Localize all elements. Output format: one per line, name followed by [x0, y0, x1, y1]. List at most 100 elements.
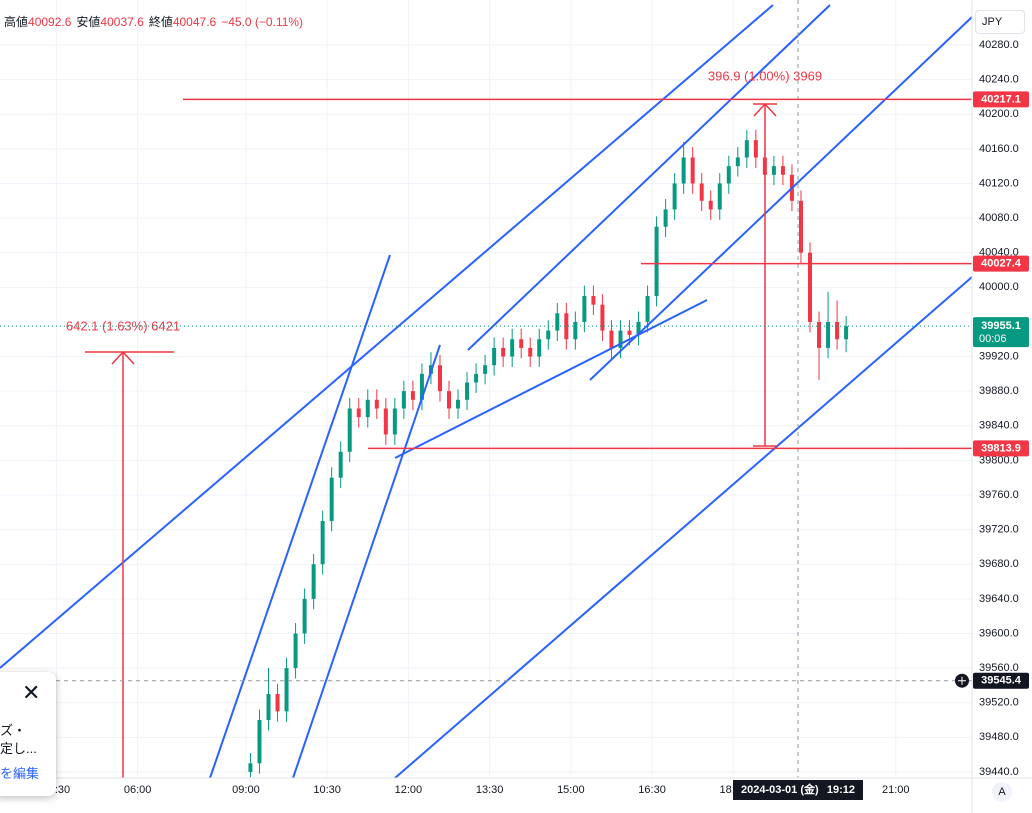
y-tick-label: 39440.0 — [979, 766, 1019, 778]
x-tick-label: 15:00 — [557, 784, 585, 796]
candle-body — [699, 183, 704, 201]
trend-line[interactable] — [0, 4, 774, 669]
candle-body — [708, 200, 713, 210]
candle-body — [844, 326, 849, 340]
candle-body — [284, 668, 289, 712]
x-tick-label: 10:30 — [313, 784, 341, 796]
trend-line[interactable] — [394, 276, 973, 779]
y-tick-label: 40080.0 — [979, 212, 1019, 224]
y-tick-label: 39560.0 — [979, 662, 1019, 674]
candle-body — [347, 408, 352, 452]
candle-body — [573, 321, 578, 340]
popup-link[interactable]: を編集 — [0, 766, 40, 781]
candle-body — [338, 451, 343, 478]
last-price-tag — [973, 317, 1029, 348]
candle-body — [275, 694, 280, 712]
x-tick-label: 21:00 — [882, 784, 910, 796]
y-tick-label: 39680.0 — [979, 558, 1019, 570]
trend-line[interactable] — [209, 254, 391, 779]
candle-body — [546, 330, 551, 340]
measure-arrow — [111, 350, 135, 365]
candle-body — [817, 321, 822, 348]
legend-value: 40047.6 — [172, 15, 217, 29]
candle-body — [329, 477, 334, 521]
candle-body — [437, 365, 442, 392]
x-tick-label: 12:00 — [395, 784, 423, 796]
trend-line[interactable] — [292, 344, 441, 779]
candle-body — [672, 183, 677, 210]
close-button[interactable]: ✕ — [22, 680, 41, 705]
candle-body — [248, 763, 253, 772]
popup-text: ズ・ — [0, 723, 27, 738]
price-tag-label: 40027.4 — [981, 258, 1022, 270]
candle-body — [266, 694, 271, 721]
candle-body — [401, 391, 406, 409]
candle-body — [383, 408, 388, 435]
crosshair-time: 19:12 — [827, 784, 855, 796]
trend-line[interactable] — [467, 4, 831, 351]
candle-body — [835, 321, 840, 340]
candle-body — [456, 399, 461, 409]
candle-body — [311, 564, 316, 599]
price-tag — [973, 91, 1029, 108]
y-tick-label: 40120.0 — [979, 177, 1019, 189]
candle-body — [446, 391, 451, 409]
trend-line[interactable] — [589, 16, 973, 381]
crosshair-date: 2024-03-01 (金) — [741, 782, 819, 796]
candle-body — [501, 347, 506, 357]
candle-body — [410, 391, 415, 400]
legend-value: 40092.6 — [28, 15, 72, 29]
candle-body — [609, 330, 614, 348]
y-tick-label: 39920.0 — [979, 350, 1019, 362]
candle-body — [654, 226, 659, 296]
measure-arrow — [753, 102, 777, 117]
candle-body — [735, 157, 740, 167]
add-alert-icon — [958, 676, 966, 685]
candle-body — [528, 347, 533, 357]
candle-body — [293, 633, 298, 669]
price-axis — [972, 0, 1032, 813]
crosshair-time-tag — [733, 780, 863, 800]
candle-body — [356, 408, 361, 418]
candle-body — [419, 373, 424, 400]
candle-body — [519, 339, 524, 348]
candle-body — [600, 304, 605, 331]
y-tick-label: 39640.0 — [979, 593, 1019, 605]
candle-body — [618, 330, 623, 348]
currency-button[interactable]: JPY — [975, 10, 1025, 34]
candle-body — [537, 339, 542, 357]
x-tick-label: 06:00 — [124, 784, 152, 796]
measure-label: 642.1 (1.63%) 6421 — [66, 318, 180, 333]
candle-body — [808, 252, 812, 322]
ohlc-legend: 高値40092.6 安値40037.6 終値40047.6 −45.0 (−0.11%… — [4, 13, 308, 30]
trend-line[interactable] — [394, 299, 708, 459]
candle-body — [564, 313, 569, 340]
x-tick-label: 09:00 — [232, 784, 260, 796]
measure-label: 396.9 (1.00%) 3969 — [708, 68, 822, 83]
candle-body — [753, 140, 758, 158]
crosshair-price-label: 39545.4 — [981, 675, 1022, 687]
candle-body — [392, 408, 397, 435]
candle-body — [510, 339, 515, 357]
y-tick-label: 40160.0 — [979, 143, 1019, 155]
y-tick-label: 39600.0 — [979, 627, 1019, 639]
legend-label: 終値 — [148, 15, 173, 29]
price-tag-label: 39813.9 — [981, 442, 1021, 454]
y-tick-label: 40200.0 — [979, 108, 1019, 120]
candle-body — [465, 382, 470, 400]
candle-body — [555, 313, 560, 331]
candle-body — [257, 720, 262, 764]
last-price-label: 39955.1 — [981, 320, 1021, 332]
popup: ✕ ズ・ 定し... を編集 — [0, 672, 56, 796]
candle-body — [365, 399, 370, 418]
candle-body — [591, 295, 596, 305]
candle-body — [302, 598, 307, 634]
y-tick-label: 39800.0 — [979, 454, 1019, 466]
y-tick-label: 39480.0 — [979, 731, 1019, 743]
auto-scale-button[interactable]: A — [992, 782, 1012, 802]
y-tick-label: 39720.0 — [979, 524, 1019, 536]
crosshair-price-tag — [973, 672, 1029, 689]
candle-body — [780, 166, 785, 175]
price-tag — [973, 440, 1029, 457]
candle-body — [483, 365, 488, 374]
